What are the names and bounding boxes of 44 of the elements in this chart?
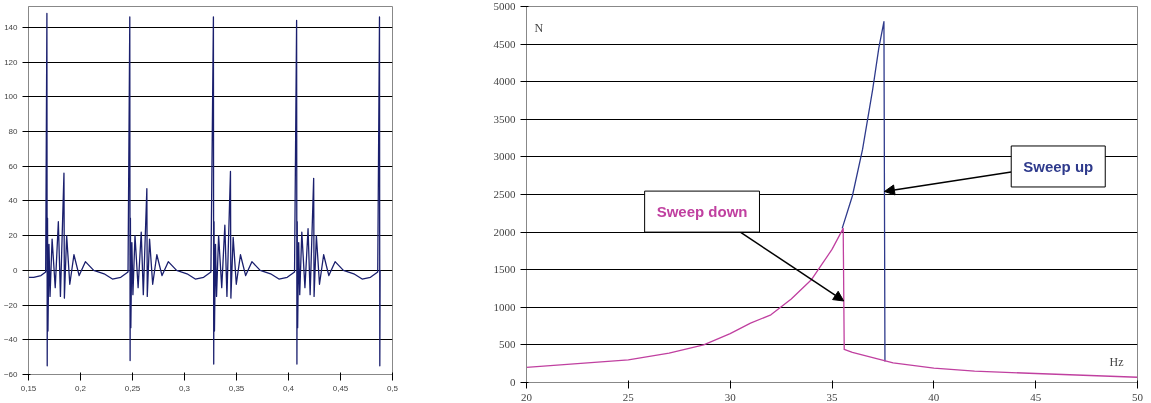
y-tick-label: 0 (510, 376, 516, 388)
y-tick-label: 2000 (493, 225, 516, 238)
y-tick-label: 1000 (493, 300, 516, 313)
y-tick-label: 40 (8, 196, 19, 206)
x-tick-label: 35 (826, 390, 838, 403)
y-tick-label: 5000 (493, 0, 516, 12)
y-tick-label: 140 (4, 22, 19, 32)
x-tick-label: 50 (1132, 390, 1144, 403)
text: Sweep down (656, 203, 748, 221)
y-tick-label: 120 (4, 57, 19, 67)
line-series (526, 227, 1138, 378)
y-tick-label: 3500 (493, 112, 516, 125)
x-tick-label: 0,35 (228, 383, 245, 393)
x-tick-label: 0,5 (386, 383, 399, 393)
y-tick-label: −60 (3, 370, 19, 379)
y-tick-label: 0 (13, 265, 19, 275)
y-tick-label: −20 (3, 300, 19, 310)
x-tick-label: 45 (1030, 390, 1042, 403)
x-tick-label: 40 (928, 390, 940, 403)
x-tick-label: 20 (521, 390, 533, 403)
y-tick-label: 4000 (493, 75, 516, 88)
x-axis-title: Hz (1109, 354, 1124, 369)
y-tick-label: 60 (8, 161, 19, 171)
text: Sweep up (1023, 157, 1094, 175)
x-tick-label: 0,25 (124, 383, 141, 393)
y-tick-label: 100 (4, 92, 19, 102)
y-tick-label: 80 (8, 126, 19, 136)
x-tick-label: 0,4 (282, 383, 295, 393)
y-tick-label: 2500 (493, 188, 516, 200)
y-axis-title: N (534, 20, 544, 35)
y-tick-label: 4500 (493, 37, 516, 50)
x-tick-label: 25 (622, 390, 635, 403)
line-series (28, 12, 381, 367)
x-tick-label: 0,3 (178, 383, 191, 393)
y-tick-label: 1500 (493, 263, 516, 276)
line-series (841, 20, 886, 363)
x-tick-label: 0,15 (20, 383, 37, 393)
y-tick-label: 500 (499, 338, 516, 351)
y-tick-label: 3000 (493, 150, 516, 163)
x-tick-label: 0,45 (332, 383, 349, 393)
y-tick-label: 20 (8, 231, 19, 241)
x-tick-label: 30 (724, 390, 737, 403)
x-tick-label: 0,2 (74, 383, 87, 393)
y-tick-label: −40 (3, 335, 19, 345)
